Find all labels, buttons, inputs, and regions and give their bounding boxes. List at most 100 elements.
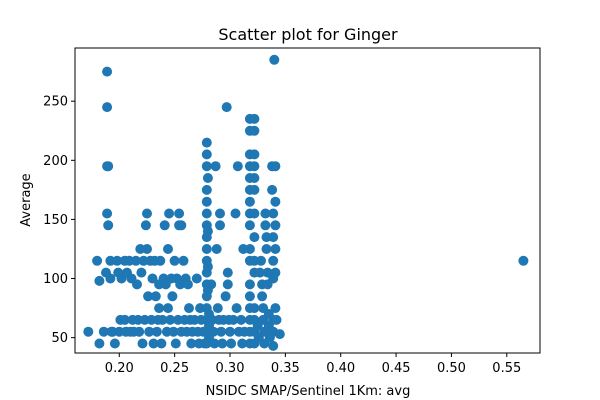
scatter-point — [184, 303, 194, 314]
scatter-point — [157, 314, 168, 325]
scatter-point — [144, 326, 155, 337]
points-layer — [83, 54, 529, 351]
x-tick-label: 0.55 — [492, 361, 521, 376]
scatter-point — [244, 196, 255, 207]
scatter-point — [164, 208, 175, 219]
y-tick-label: 50 — [51, 331, 68, 346]
scatter-point — [268, 340, 279, 351]
y-tick-label: 150 — [43, 213, 68, 228]
scatter-point — [154, 303, 165, 314]
scatter-point — [249, 149, 260, 160]
scatter-point — [150, 291, 161, 302]
scatter-point — [94, 338, 105, 349]
scatter-point — [119, 314, 130, 325]
scatter-point — [270, 267, 281, 278]
scatter-point — [270, 161, 281, 172]
scatter-point — [168, 326, 179, 337]
scatter-point — [249, 161, 260, 172]
scatter-point — [270, 196, 281, 207]
scatter-point — [260, 220, 271, 231]
axes-frame — [74, 47, 541, 354]
scatter-point — [244, 220, 255, 231]
scatter-point — [237, 338, 248, 349]
scatter-point — [170, 338, 181, 349]
scatter-point — [230, 208, 241, 219]
y-tick-label: 200 — [43, 154, 68, 169]
scatter-point — [143, 291, 154, 302]
scatter-point — [174, 208, 185, 219]
scatter-point — [222, 267, 233, 278]
x-tick-label: 0.25 — [160, 361, 189, 376]
scatter-point — [102, 102, 113, 113]
scatter-point — [169, 255, 180, 266]
scatter-point — [178, 255, 189, 266]
scatter-point — [215, 208, 225, 219]
scatter-point — [215, 220, 225, 231]
x-tick-label: 0.45 — [382, 361, 411, 376]
scatter-point — [249, 125, 260, 136]
scatter-point — [92, 255, 103, 266]
scatter-point — [270, 220, 281, 231]
scatter-point — [249, 184, 260, 195]
scatter-point — [267, 184, 278, 195]
scatter-point — [151, 326, 162, 337]
scatter-point — [201, 196, 212, 207]
scatter-point — [142, 208, 152, 219]
scatter-point — [244, 291, 255, 302]
scatter-point — [216, 326, 227, 337]
scatter-point — [163, 303, 173, 314]
scatter-point — [201, 244, 212, 254]
scatter-point — [140, 220, 151, 231]
scatter-point — [202, 226, 213, 237]
scatter-point — [212, 303, 223, 314]
scatter-point — [182, 279, 193, 290]
scatter-point — [112, 255, 123, 266]
scatter-point — [105, 273, 116, 284]
scatter-point — [518, 255, 529, 266]
chart-title: Scatter plot for Ginger — [218, 25, 398, 44]
scatter-point — [159, 220, 170, 231]
scatter-point — [225, 326, 235, 337]
scatter-point — [148, 338, 159, 349]
scatter-point — [201, 208, 212, 219]
x-tick-label: 0.30 — [216, 361, 245, 376]
scatter-point — [142, 244, 152, 254]
scatter-point — [232, 161, 243, 172]
scatter-point — [271, 314, 282, 325]
scatter-point — [226, 338, 237, 349]
scatter-point — [249, 303, 260, 314]
scatter-point — [147, 273, 158, 284]
scatter-point — [211, 244, 222, 254]
x-tick-label: 0.50 — [437, 361, 466, 376]
scatter-point — [202, 173, 213, 183]
scatter-point — [244, 244, 255, 254]
scatter-point — [156, 338, 167, 349]
scatter-point — [231, 303, 242, 314]
scatter-point — [270, 244, 281, 254]
scatter-point — [249, 208, 260, 219]
scatter-point — [249, 232, 260, 243]
scatter-point — [167, 291, 178, 302]
scatter-point — [201, 184, 212, 195]
scatter-point — [210, 161, 221, 172]
scatter-point — [268, 255, 279, 266]
scatter-point — [176, 220, 187, 231]
scatter-point — [83, 326, 94, 337]
scatter-point — [208, 326, 219, 337]
scatter-point — [132, 279, 142, 290]
scatter-point — [236, 314, 247, 325]
scatter-point — [268, 232, 279, 243]
scatter-point — [261, 244, 272, 254]
scatter-point — [134, 326, 145, 337]
scatter-point — [186, 338, 197, 349]
scatter-point — [268, 208, 279, 219]
scatter-point — [217, 338, 228, 349]
scatter-point — [260, 208, 271, 219]
scatter-point — [102, 66, 113, 77]
y-tick-label: 250 — [43, 95, 68, 110]
y-axis-label: Average — [19, 173, 34, 226]
scatter-point — [98, 326, 109, 337]
scatter-point — [249, 113, 260, 124]
x-axis-label: NSIDC SMAP/Sentinel 1Km: avg — [206, 384, 411, 399]
